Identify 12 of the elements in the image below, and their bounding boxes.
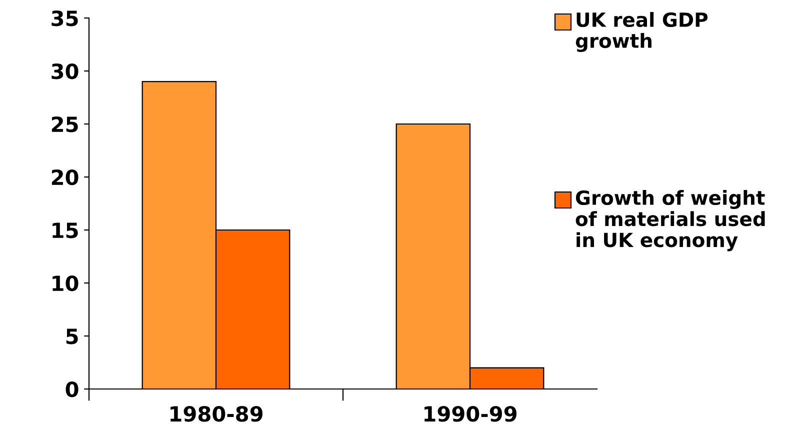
- y-tick-label: 35: [52, 10, 78, 26]
- y-tick-label: 25: [52, 116, 78, 132]
- y-tick-label: 10: [52, 275, 78, 292]
- legend-label: Growth of weight of materials used in UK economy: [576, 190, 765, 252]
- y-tick-label: 5: [66, 328, 78, 344]
- y-tick-label: 20: [52, 169, 78, 186]
- y-tick-label: 15: [52, 222, 78, 238]
- legend-label: UK real GDP growth: [576, 12, 708, 52]
- y-tick-label: 30: [52, 63, 78, 80]
- y-tick-label: 0: [66, 381, 78, 398]
- x-tick-label: 1980-89: [170, 406, 262, 422]
- x-tick-label: 1990-99: [424, 406, 516, 422]
